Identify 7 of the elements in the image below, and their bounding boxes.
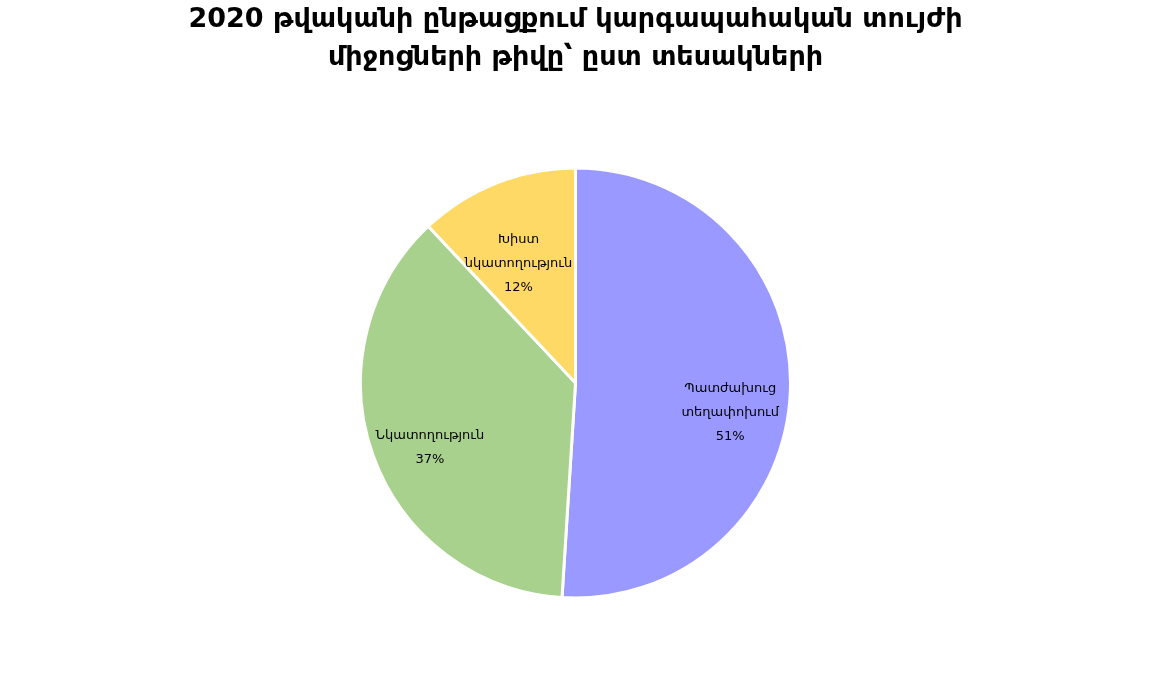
- data-label: 51%: [715, 427, 745, 443]
- chart-title: 2020 թվականի ընթացքում կարգապահական տույժի միջոցների թիվը՝ ըստ տեսակների: [188, 2, 963, 71]
- slice-label: Նկատողություն: [375, 427, 485, 443]
- data-label: 37%: [415, 451, 445, 467]
- data-label: 12%: [504, 279, 533, 295]
- slice-label: Պատժախուց տեղափոխում: [681, 379, 780, 419]
- slice-label: Խիստ նկատողություն: [463, 231, 573, 271]
